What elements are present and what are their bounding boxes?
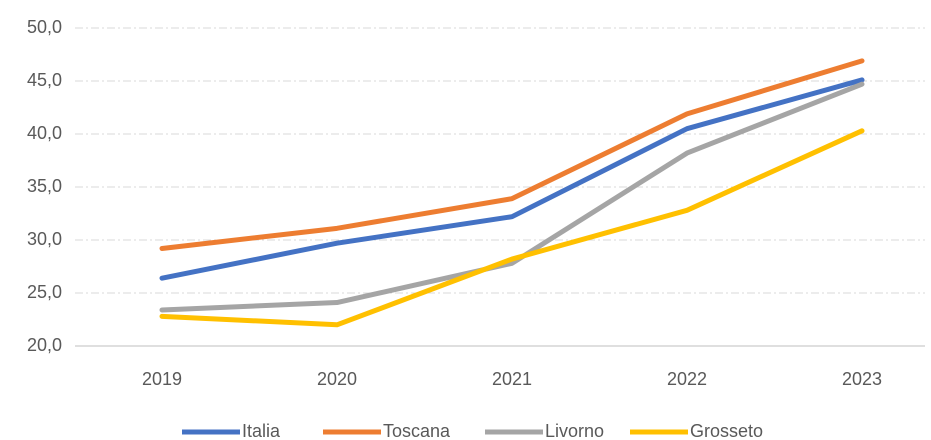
series-line xyxy=(159,81,865,313)
y-tick-label: 35,0 xyxy=(27,176,62,196)
x-tick-label: 2020 xyxy=(317,369,357,389)
y-tick-label: 50,0 xyxy=(27,17,62,37)
legend-label: Livorno xyxy=(545,421,604,440)
x-tick-label: 2023 xyxy=(842,369,882,389)
series-line xyxy=(159,58,865,251)
legend-label: Toscana xyxy=(383,421,451,440)
legend-label: Grosseto xyxy=(690,421,763,440)
y-tick-label: 30,0 xyxy=(27,229,62,249)
series-line xyxy=(159,77,865,281)
y-tick-label: 25,0 xyxy=(27,282,62,302)
y-tick-label: 45,0 xyxy=(27,70,62,90)
series-line xyxy=(159,128,865,328)
y-tick-label: 20,0 xyxy=(27,335,62,355)
x-tick-label: 2019 xyxy=(142,369,182,389)
x-tick-label: 2021 xyxy=(492,369,532,389)
y-tick-label: 40,0 xyxy=(27,123,62,143)
legend-label: Italia xyxy=(242,421,281,440)
x-tick-label: 2022 xyxy=(667,369,707,389)
